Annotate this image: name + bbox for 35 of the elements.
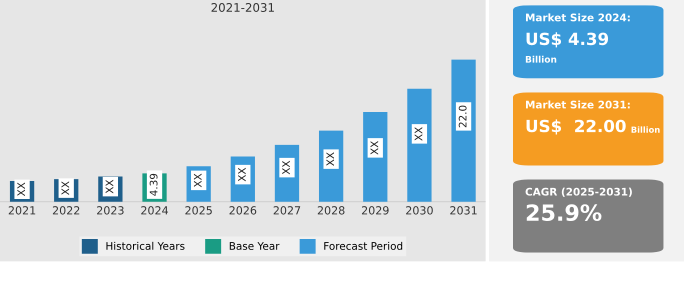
legend-label: Base Year (230, 242, 280, 250)
data-label: XX (282, 160, 290, 174)
text: Market Size 2031: (526, 100, 630, 109)
text: Billion (526, 56, 556, 63)
data-label: XX (106, 180, 114, 194)
x-tick-label: 2030 (406, 206, 433, 215)
text: US$ 22.00 (526, 119, 626, 135)
data-label: XX (17, 182, 25, 196)
text: Market Size 2024: (526, 13, 630, 22)
data-label: XX (238, 168, 246, 182)
legend-label: Historical Years (106, 242, 185, 250)
x-tick-label: 2023 (97, 206, 124, 215)
x-tick-label: 2031 (450, 206, 477, 215)
x-tick-label: 2022 (52, 206, 80, 215)
x-tick-label: 2029 (362, 206, 389, 215)
x-tick-label: 2027 (274, 206, 300, 215)
chart-title: 2021-2031 (212, 3, 274, 12)
data-label: 4.39 (150, 174, 158, 196)
x-tick-label: 2024 (141, 206, 168, 215)
data-label: XX (62, 181, 70, 195)
text: CAGR (2025-2031) (526, 188, 632, 197)
text: 25.9% (526, 204, 602, 222)
x-tick-label: 2028 (318, 206, 344, 215)
text: Billion (632, 126, 660, 133)
data-label: 22.0 (458, 106, 467, 128)
x-tick-label: 2025 (185, 206, 212, 215)
data-label: XX (194, 174, 202, 188)
data-label: XX (414, 127, 422, 141)
bar (407, 88, 432, 202)
x-tick-label: 2021 (8, 206, 36, 215)
x-tick-label: 2026 (229, 206, 256, 215)
data-label: XX (370, 141, 378, 155)
text: US$ 4.39 (526, 32, 608, 48)
legend-label: Forecast Period (324, 242, 402, 250)
data-label: XX (326, 152, 334, 166)
